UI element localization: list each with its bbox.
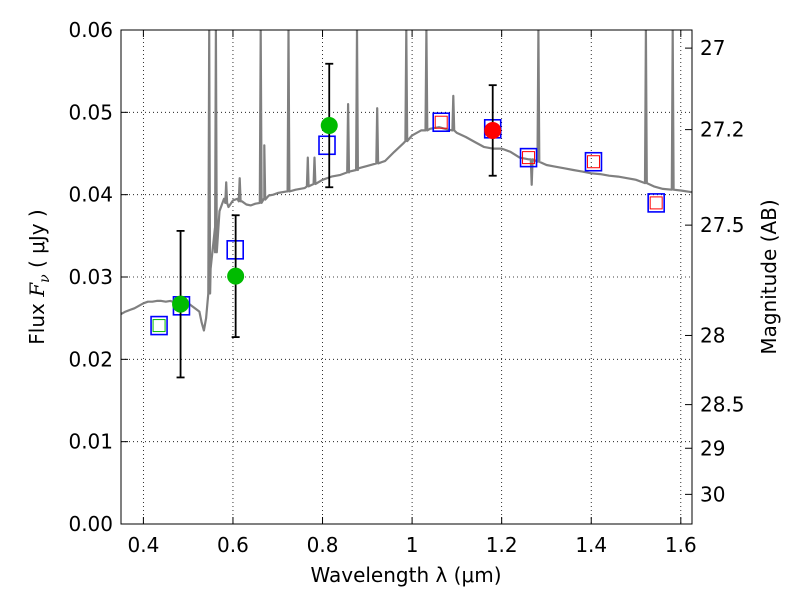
mag-tick-label: 27.2 xyxy=(700,118,745,142)
mag-tick-label: 28.5 xyxy=(700,393,745,417)
y-tick-label: 0.01 xyxy=(68,430,113,454)
inner-small-box xyxy=(522,151,536,165)
observed-green-point xyxy=(172,295,190,313)
x-tick-label: 1.6 xyxy=(665,533,697,557)
model-flux-box xyxy=(647,193,665,213)
y-axis-label-left: Flux Fν ( μJy ) xyxy=(25,209,53,344)
model-flux-box xyxy=(318,135,336,156)
model-flux-box xyxy=(584,151,603,172)
x-tick-label: 1.4 xyxy=(575,533,607,557)
y-tick-label: 0.03 xyxy=(68,265,113,289)
mag-tick-label: 27.5 xyxy=(700,213,745,237)
inner-small-box xyxy=(649,196,663,210)
inner-small-box xyxy=(586,155,600,169)
observed-green-point xyxy=(320,117,338,135)
y-tick-label: 0.06 xyxy=(68,18,113,42)
sed-model-line xyxy=(121,30,692,332)
mag-tick-label: 27 xyxy=(700,36,725,60)
x-tick-label: 1 xyxy=(406,533,419,557)
model-flux-box xyxy=(150,315,168,336)
mag-tick-label: 30 xyxy=(700,482,725,506)
y-axis-label-right: Magnitude (AB) xyxy=(757,199,781,354)
axis-ticks: 0.4 0.6 0.8 1 1.2 1.4 1.6 0.00 0.01 0.02 0.03 0.04 0… xyxy=(68,18,744,557)
mag-tick-label: 29 xyxy=(700,436,725,460)
x-tick-label: 0.6 xyxy=(217,533,249,557)
model-flux-box xyxy=(432,112,451,133)
y-tick-label: 0.02 xyxy=(68,347,113,371)
y-tick-label: 0.04 xyxy=(68,183,113,207)
y-tick-label: 0.05 xyxy=(68,100,113,124)
x-tick-label: 0.8 xyxy=(307,533,339,557)
observed-green-point xyxy=(227,267,245,285)
mag-tick-label: 28 xyxy=(700,323,725,347)
inner-small-box xyxy=(152,319,166,333)
marker-layer xyxy=(150,62,665,379)
observed-red-point xyxy=(484,121,502,139)
model-sed-layer xyxy=(121,30,692,332)
inner-small-box xyxy=(434,115,448,129)
x-tick-label: 0.4 xyxy=(127,533,159,557)
y-tick-label: 0.00 xyxy=(68,512,113,536)
model-flux-box xyxy=(519,147,538,168)
x-tick-label: 1.2 xyxy=(486,533,518,557)
x-axis-label: Wavelength λ (μm) xyxy=(310,563,501,587)
